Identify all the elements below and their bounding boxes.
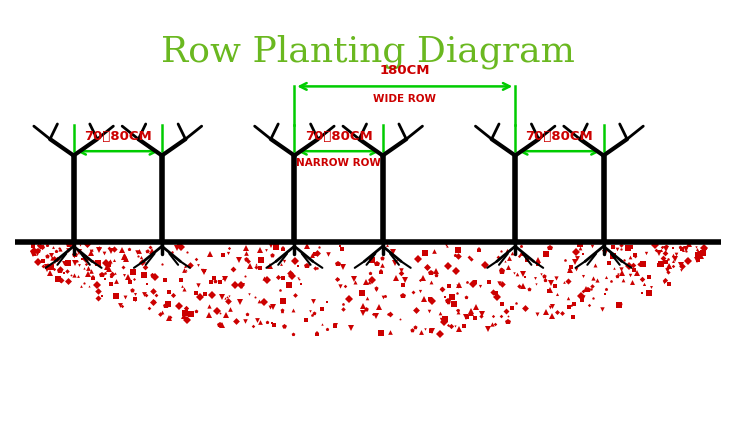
Text: 70或80CM: 70或80CM bbox=[84, 130, 152, 143]
Text: 180CM: 180CM bbox=[380, 64, 430, 77]
Text: NARROW ROW: NARROW ROW bbox=[296, 158, 381, 168]
Text: Row Planting Diagram: Row Planting Diagram bbox=[161, 35, 575, 69]
Text: 70或80CM: 70或80CM bbox=[526, 130, 593, 143]
Text: WIDE ROW: WIDE ROW bbox=[373, 94, 436, 104]
Text: 70或80CM: 70或80CM bbox=[305, 130, 372, 143]
